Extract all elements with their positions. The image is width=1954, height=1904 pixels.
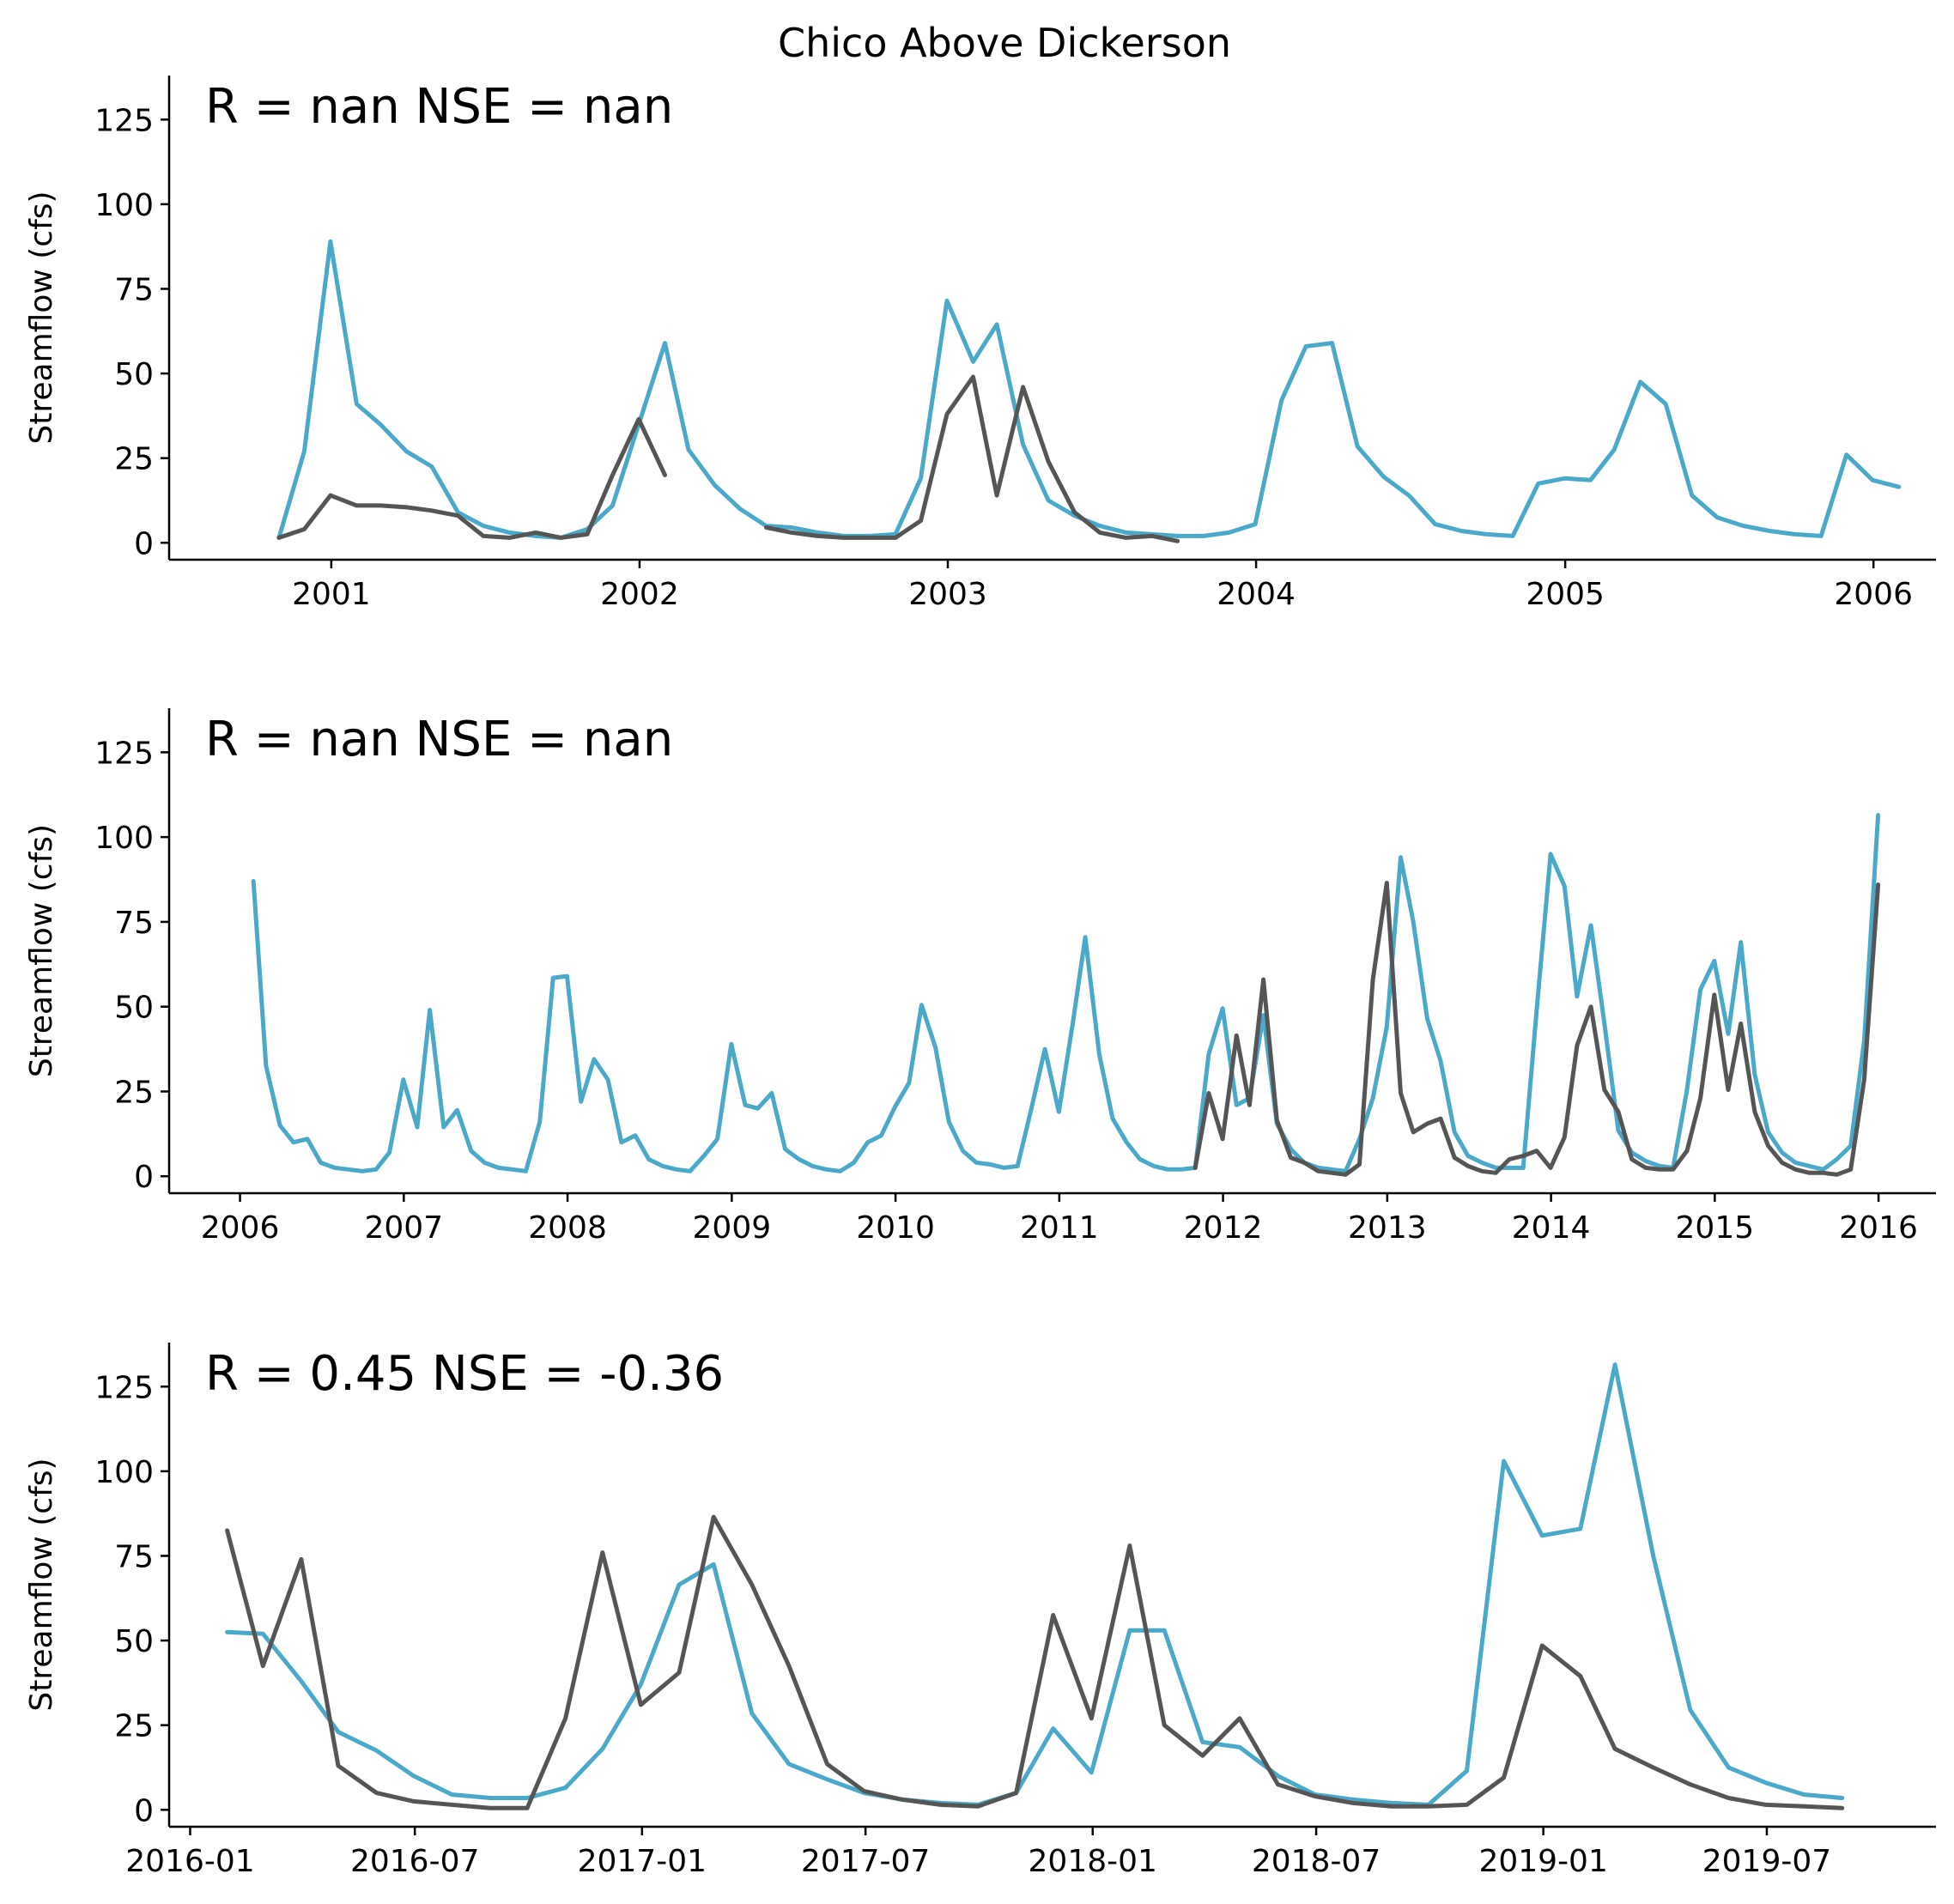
x-tick-label: 2019-01 bbox=[1478, 1844, 1607, 1879]
x-tick-label: 2009 bbox=[693, 1210, 772, 1246]
x-tick-label: 2012 bbox=[1184, 1210, 1263, 1246]
sim-series-line bbox=[276, 239, 1902, 540]
x-tick-label: 2010 bbox=[856, 1210, 935, 1246]
x-tick-label: 2019-07 bbox=[1702, 1844, 1831, 1879]
x-tick-label: 2002 bbox=[600, 577, 679, 612]
x-tick-label: 2003 bbox=[908, 577, 987, 612]
x-tick-label: 2014 bbox=[1512, 1210, 1591, 1246]
y-tick-label: 125 bbox=[94, 103, 154, 138]
y-tick-label: 50 bbox=[114, 357, 154, 392]
y-tick-label: 50 bbox=[114, 991, 154, 1026]
y-tick-label: 125 bbox=[94, 1370, 154, 1405]
metric-annotation: R = 0.45 NSE = -0.36 bbox=[205, 1346, 724, 1402]
y-tick-label: 0 bbox=[134, 526, 154, 561]
x-tick-label: 2007 bbox=[365, 1210, 444, 1246]
x-tick-label: 2008 bbox=[528, 1210, 607, 1246]
x-tick-label: 2016-01 bbox=[125, 1844, 254, 1879]
y-tick-label: 125 bbox=[94, 736, 154, 771]
x-tick-label: 2017-07 bbox=[801, 1844, 930, 1879]
x-tick-label: 2018-01 bbox=[1029, 1844, 1157, 1879]
y-axis-label: Streamflow (cfs) bbox=[24, 824, 59, 1077]
figure-title: Chico Above Dickerson bbox=[778, 20, 1231, 66]
y-tick-label: 25 bbox=[114, 442, 154, 477]
y-tick-label: 100 bbox=[94, 821, 154, 856]
obs-series-line bbox=[276, 374, 1180, 543]
chart-panel-3: 0 25 50 75 100 125 2016-01 2016-07 2017-01 2017-0… bbox=[24, 1343, 1936, 1879]
obs-series-line bbox=[1192, 881, 1881, 1177]
x-tick-label: 2017-01 bbox=[578, 1844, 707, 1879]
chart-panel-1: 0 25 50 75 100 125 2001 2002 2003 2004 2005 2006 Str… bbox=[24, 76, 1936, 612]
x-tick-label: 2004 bbox=[1217, 577, 1296, 612]
x-tick-label: 2011 bbox=[1020, 1210, 1099, 1246]
x-tick-label: 2001 bbox=[292, 577, 371, 612]
chart-panel-2: 0 25 50 75 100 125 2006 2007 2008 2009 2010 2011 201… bbox=[24, 708, 1936, 1246]
y-axis-label: Streamflow (cfs) bbox=[24, 1458, 59, 1711]
x-tick-label: 2005 bbox=[1526, 577, 1605, 612]
sim-series-line bbox=[251, 813, 1881, 1173]
y-tick-label: 0 bbox=[134, 1160, 154, 1195]
y-tick-label: 25 bbox=[114, 1709, 154, 1744]
x-tick-label: 2006 bbox=[1834, 577, 1913, 612]
metric-annotation: R = nan NSE = nan bbox=[205, 712, 673, 767]
y-tick-label: 25 bbox=[114, 1075, 154, 1110]
x-tick-label: 2016 bbox=[1839, 1210, 1918, 1246]
y-axis-label: Streamflow (cfs) bbox=[24, 191, 59, 444]
x-tick-label: 2006 bbox=[201, 1210, 280, 1246]
y-tick-label: 0 bbox=[134, 1793, 154, 1828]
obs-series-line bbox=[225, 1514, 1845, 1810]
y-tick-label: 75 bbox=[114, 1539, 154, 1574]
x-tick-label: 2018-07 bbox=[1252, 1844, 1381, 1879]
metric-annotation: R = nan NSE = nan bbox=[205, 79, 673, 135]
y-tick-label: 50 bbox=[114, 1624, 154, 1659]
y-tick-label: 100 bbox=[94, 1455, 154, 1490]
x-tick-label: 2013 bbox=[1348, 1210, 1427, 1246]
y-tick-label: 100 bbox=[94, 188, 154, 223]
x-tick-label: 2016-07 bbox=[350, 1844, 479, 1879]
x-tick-label: 2015 bbox=[1676, 1210, 1755, 1246]
sim-series-line bbox=[225, 1362, 1845, 1807]
panels: 0 25 50 75 100 125 2001 2002 2003 2004 2005 2006 Str… bbox=[24, 76, 1936, 1879]
y-tick-label: 75 bbox=[114, 272, 154, 307]
y-tick-label: 75 bbox=[114, 906, 154, 941]
